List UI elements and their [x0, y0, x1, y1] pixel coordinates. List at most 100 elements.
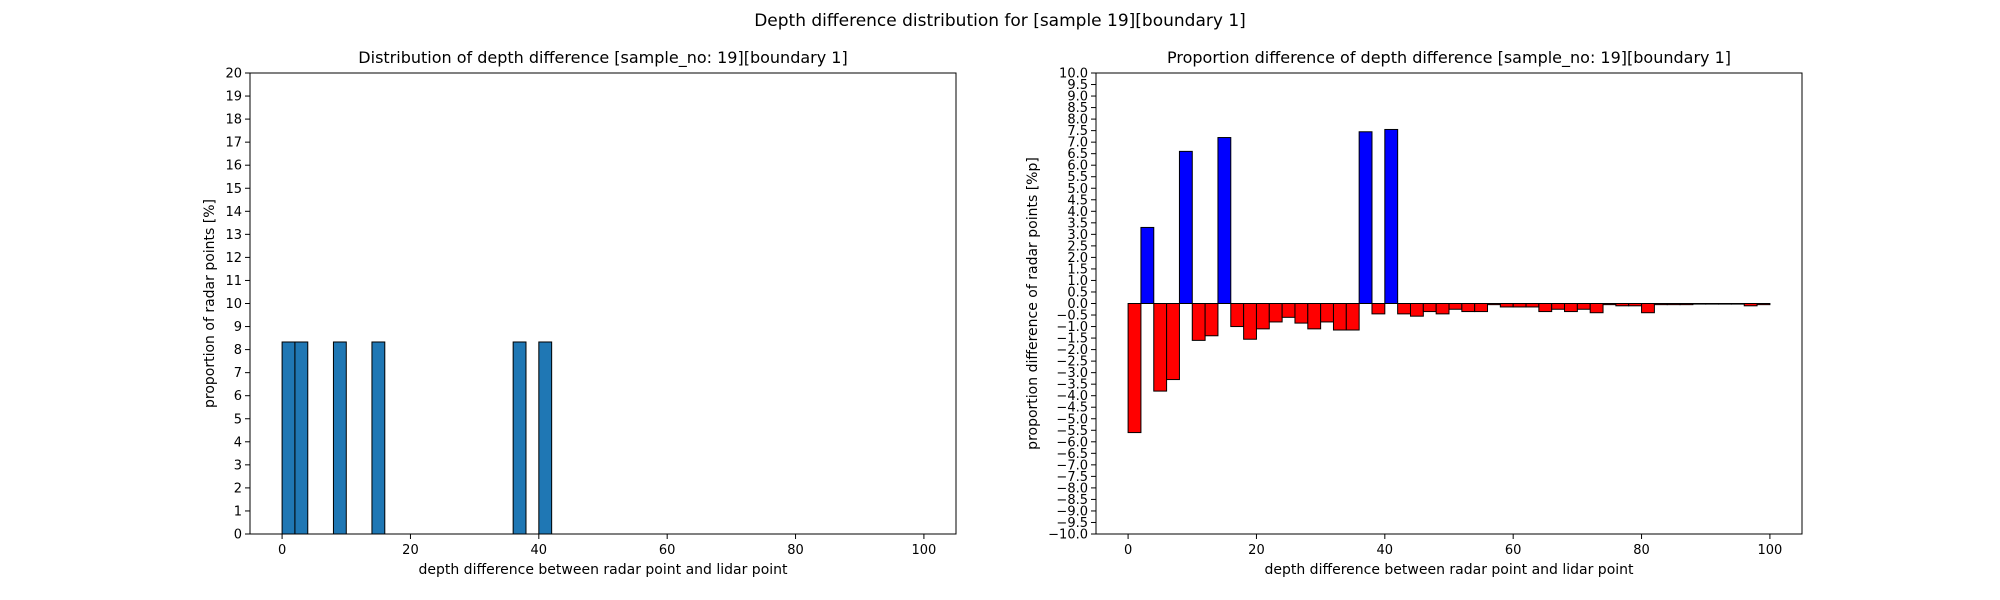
- left-bar: [538, 341, 553, 535]
- right-y-tick-label: −5.5: [1056, 424, 1088, 439]
- right-bar: [1718, 303, 1732, 305]
- right-bar: [1602, 303, 1617, 306]
- right-bar: [1140, 226, 1155, 304]
- left-x-tick-label: 100: [911, 543, 936, 558]
- right-y-tick-label: 0.0: [1067, 297, 1088, 312]
- right-y-tick-label: 8.0: [1067, 113, 1088, 128]
- right-bar: [1358, 131, 1373, 304]
- left-axes-frame: [249, 72, 957, 535]
- right-bar: [1294, 303, 1309, 324]
- right-bar: [1628, 303, 1643, 307]
- right-bar: [1730, 303, 1745, 305]
- right-y-tick-label: 4.5: [1067, 193, 1088, 208]
- right-y-tick-label: 5.0: [1067, 182, 1088, 197]
- figure-suptitle: Depth difference distribution for [sampl…: [754, 11, 1246, 31]
- left-y-tick-label: 14: [225, 205, 242, 220]
- right-y-tick-label: −5.0: [1056, 412, 1088, 427]
- right-bar: [1743, 303, 1758, 307]
- right-bar: [1409, 303, 1424, 317]
- right-bar: [1576, 303, 1591, 310]
- left-bar: [281, 341, 296, 535]
- right-x-tick-label: 60: [1505, 543, 1522, 558]
- right-y-tick-label: −8.5: [1056, 493, 1088, 508]
- right-y-tick-label: −9.5: [1056, 516, 1088, 531]
- right-bar: [1435, 303, 1450, 315]
- right-y-tick-label: 7.5: [1067, 124, 1088, 139]
- left-y-tick-label: 1: [234, 504, 242, 519]
- left-x-axis-label: depth difference between radar point and…: [418, 562, 788, 578]
- right-y-tick-label: −4.5: [1056, 401, 1088, 416]
- left-y-tick-label: 4: [234, 435, 242, 450]
- right-bar: [1448, 303, 1463, 310]
- right-chart-title: Proportion difference of depth differenc…: [1167, 48, 1731, 68]
- right-y-tick-label: −7.5: [1056, 470, 1088, 485]
- right-x-axis-label: depth difference between radar point and…: [1264, 562, 1634, 578]
- right-bar: [1307, 303, 1322, 330]
- right-bar: [1230, 303, 1245, 328]
- right-bar: [1166, 303, 1180, 381]
- left-bar: [512, 341, 527, 535]
- right-bar: [1487, 303, 1501, 306]
- right-bar: [1705, 303, 1720, 305]
- right-y-tick-label: 6.0: [1067, 159, 1088, 174]
- right-y-tick-label: 1.5: [1067, 262, 1088, 277]
- right-y-tick-label: −2.5: [1056, 355, 1088, 370]
- right-bar: [1243, 303, 1257, 340]
- right-y-tick-label: −6.0: [1056, 435, 1088, 450]
- right-y-tick-label: 2.0: [1067, 251, 1088, 266]
- left-y-axis-label: proportion of radar points [%]: [202, 199, 218, 408]
- right-bar: [1397, 303, 1411, 315]
- right-y-axis-label: proportion difference of radar points [%…: [1025, 157, 1041, 450]
- right-bar: [1474, 303, 1489, 313]
- right-bar: [1281, 303, 1296, 318]
- right-y-tick-label: 5.5: [1067, 170, 1088, 185]
- left-x-tick-label: 20: [402, 543, 419, 558]
- left-x-tick-label: 40: [531, 543, 548, 558]
- right-y-tick-label: −4.0: [1056, 389, 1088, 404]
- left-y-tick-label: 19: [225, 90, 242, 105]
- left-x-tick-label: 80: [787, 543, 804, 558]
- right-bar: [1756, 303, 1771, 306]
- left-y-tick-label: 15: [225, 182, 242, 197]
- left-y-tick-label: 0: [234, 528, 242, 543]
- left-y-tick-label: 13: [225, 228, 242, 243]
- left-y-tick-label: 8: [234, 343, 242, 358]
- right-y-tick-label: −3.0: [1056, 366, 1088, 381]
- left-bar: [294, 341, 309, 535]
- right-y-tick-label: −7.0: [1056, 458, 1088, 473]
- right-y-tick-label: −1.5: [1056, 332, 1088, 347]
- left-chart: Distribution of depth difference [sample…: [202, 48, 957, 578]
- right-y-tick-label: 9.5: [1067, 78, 1088, 93]
- left-y-tick-label: 12: [225, 251, 242, 266]
- left-bar: [332, 341, 347, 535]
- left-y-tick-label: 5: [234, 412, 242, 427]
- right-bar: [1345, 303, 1360, 331]
- right-bar: [1178, 150, 1193, 304]
- right-bar: [1268, 303, 1283, 323]
- right-y-tick-label: 0.5: [1067, 285, 1088, 300]
- right-y-tick-label: 7.0: [1067, 136, 1088, 151]
- left-y-tick-label: 6: [234, 389, 242, 404]
- right-y-tick-label: −2.0: [1056, 343, 1088, 358]
- left-plot-area: 0 20 40 60 80 1000123456789101112131415161718…: [225, 67, 936, 559]
- left-y-tick-label: 7: [234, 366, 242, 381]
- right-bar: [1512, 303, 1527, 308]
- left-y-tick-label: 3: [234, 458, 242, 473]
- right-y-tick-label: −6.5: [1056, 447, 1088, 462]
- right-axes-frame: [1095, 72, 1803, 535]
- right-bar: [1525, 303, 1540, 308]
- right-x-tick-label: 0: [1124, 543, 1132, 558]
- right-bar: [1204, 303, 1219, 337]
- left-y-tick-label: 10: [225, 297, 242, 312]
- right-bar: [1641, 303, 1655, 314]
- left-y-tick-label: 9: [234, 320, 242, 335]
- right-bar: [1461, 303, 1476, 313]
- right-bar: [1127, 303, 1142, 434]
- right-plot-area: 0 20 40 60 80 100 −10.0−9.5−9.0−8.5−8.0−7.5−7.…: [1048, 67, 1782, 559]
- right-bar: [1191, 303, 1206, 341]
- right-bar: [1653, 303, 1668, 306]
- right-bar: [1255, 303, 1270, 330]
- right-y-tick-label: 10.0: [1059, 67, 1088, 82]
- right-y-tick-label: −3.5: [1056, 378, 1088, 393]
